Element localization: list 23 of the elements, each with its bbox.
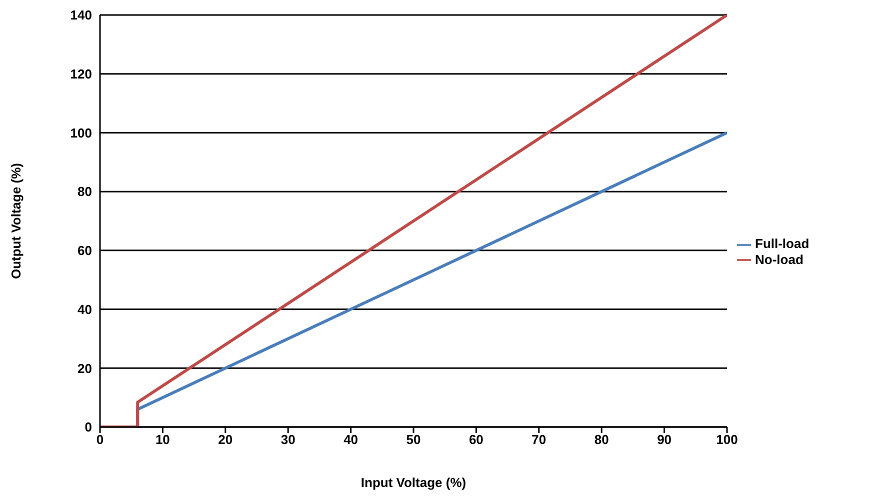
- y-tick-label: 120: [70, 66, 92, 82]
- x-tick-label: 30: [280, 432, 296, 448]
- x-tick-label: 70: [532, 432, 546, 448]
- y-tick-label: 60: [78, 243, 92, 258]
- y-tick-label: 0: [84, 420, 92, 435]
- x-tick-label: 60: [468, 432, 484, 448]
- y-tick-label: 80: [78, 184, 92, 200]
- x-tick-label: 100: [716, 432, 738, 448]
- x-tick-label: 90: [657, 432, 672, 448]
- legend-label: No-load: [755, 252, 804, 266]
- y-tick-label: 140: [70, 8, 92, 23]
- x-tick-label: 50: [406, 432, 421, 448]
- x-axis-title: Input Voltage (%): [360, 475, 466, 490]
- y-axis-title: Output Voltage (%): [8, 162, 24, 280]
- x-tick-label: 0: [96, 432, 104, 448]
- x-tick-label: 40: [344, 432, 358, 448]
- y-tick-label: 40: [78, 302, 92, 317]
- y-tick-label: 100: [70, 125, 92, 140]
- x-tick-label: 20: [218, 432, 233, 448]
- x-tick-label: 80: [594, 432, 609, 448]
- legend-label: Full-load: [755, 236, 810, 251]
- x-tick-label: 10: [155, 432, 170, 448]
- y-tick-label: 20: [78, 360, 92, 376]
